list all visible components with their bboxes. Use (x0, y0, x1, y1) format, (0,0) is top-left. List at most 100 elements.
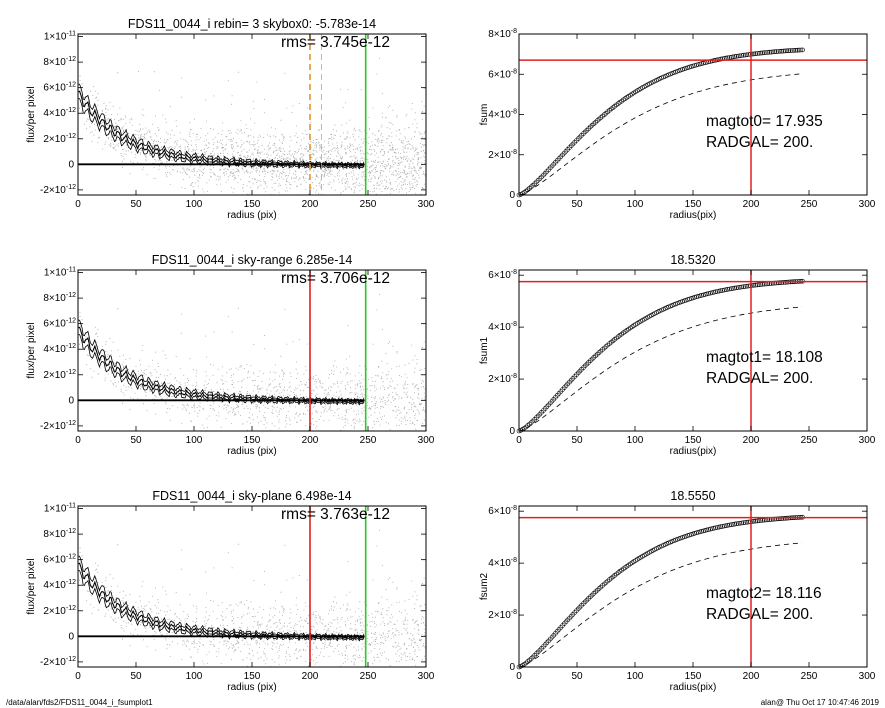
flux-point (718, 524, 724, 530)
x-tick-label: 100 (627, 671, 644, 682)
flux-point (779, 280, 785, 285)
flux-point (777, 280, 783, 286)
x-tick-label: 250 (801, 671, 818, 682)
flux-point (711, 525, 717, 531)
x-tick-label: 300 (418, 671, 435, 682)
flux-point (774, 49, 779, 54)
y-tick-label: 0 (68, 159, 74, 170)
y-tick-mantissa: 8×10 (43, 529, 66, 540)
flux-point (755, 518, 760, 524)
flux-point (744, 519, 750, 525)
flux-point (723, 523, 729, 529)
y-tick-label: 8×10-12 (43, 56, 76, 68)
y-tick-mantissa: 6×10 (488, 69, 511, 80)
y-tick-exponent: -8 (511, 109, 517, 116)
y-axis-label: flux/per pixel (26, 86, 37, 142)
flux-point (756, 282, 762, 288)
flux-point (695, 62, 701, 67)
flux-point (782, 48, 788, 54)
y-tick-mantissa: 6×10 (488, 270, 511, 281)
y-tick-exponent: -11 (66, 31, 76, 38)
flux-point (755, 282, 760, 288)
flux-point (706, 527, 712, 532)
y-tick-exponent: -8 (511, 505, 517, 512)
profile-mean-line (78, 90, 365, 169)
x-tick-label: 50 (130, 671, 142, 682)
dashed-curve (518, 542, 803, 668)
flux-point (739, 284, 745, 290)
flux-point (796, 47, 802, 53)
y-tick-label: 6×10-8 (488, 505, 517, 517)
y-tick-label: 0 (509, 662, 515, 673)
flux-point (709, 290, 715, 296)
flux-point (737, 53, 743, 59)
magtot-label: magtot1= 18.108 (706, 349, 823, 366)
flux-point (704, 291, 710, 297)
flux-point (727, 286, 732, 292)
flux-point (742, 520, 748, 525)
x-tick-label: 100 (186, 435, 203, 446)
x-tick-label: 300 (859, 199, 876, 210)
y-tick-exponent: -12 (66, 184, 76, 191)
y-tick-exponent: -8 (511, 149, 517, 156)
plot-frame (77, 505, 427, 668)
flux-point (784, 48, 790, 54)
x-tick-label: 150 (685, 435, 702, 446)
flux-point (737, 284, 743, 290)
x-tick-label: 100 (627, 435, 644, 446)
flux-point (708, 59, 713, 64)
flux-point (725, 522, 731, 528)
y-tick-mantissa: 2×10 (43, 370, 66, 381)
flux-point (749, 283, 755, 288)
x-tick-label: 0 (75, 199, 81, 210)
y-tick-exponent: -12 (66, 292, 76, 299)
flux-point (765, 50, 771, 55)
flux-point (756, 518, 762, 524)
y-tick-mantissa: 0 (68, 159, 74, 170)
y-tick-label: 0 (509, 426, 515, 437)
flux-point (742, 284, 748, 289)
y-axis-label: flux/per pixel (26, 322, 37, 378)
y-tick-mantissa: 4×10 (43, 344, 66, 355)
flux-point (732, 521, 738, 527)
flux-point (723, 287, 729, 293)
profile-mean-line (78, 326, 365, 405)
flux-point (768, 49, 774, 55)
flux-point (758, 50, 764, 56)
footer-path: /data/alan/fds2/FDS11_0044_i_fsumplot1 (6, 698, 153, 707)
y-tick-label: 0 (68, 395, 74, 406)
x-tick-label: 250 (801, 435, 818, 446)
y-tick-label: 4×10-8 (488, 109, 517, 121)
footer-timestamp: alan@ Thu Oct 17 10:47:46 2019 (761, 698, 880, 707)
flux-point (735, 285, 741, 290)
flux-point (734, 285, 739, 291)
y-tick-label: 8×10-12 (43, 292, 76, 304)
y-tick-mantissa: 2×10 (43, 134, 66, 145)
flux-point (775, 280, 781, 286)
y-tick-label: 8×10-8 (488, 28, 517, 40)
flux-point (735, 521, 741, 526)
y-tick-exponent: -8 (511, 557, 517, 564)
y-tick-mantissa: 2×10 (488, 150, 511, 161)
dashed-curve (518, 306, 803, 432)
y-tick-mantissa: 4×10 (43, 580, 66, 591)
x-axis-label: radius(pix) (670, 210, 717, 221)
radgal-label: RADGAL= 200. (706, 370, 813, 387)
panel-4: 0 50 100 150 200 250 30002×10-84×10-86×10-8rad… (479, 253, 876, 457)
y-tick-mantissa: 0 (509, 190, 515, 201)
y-tick-exponent: -12 (66, 579, 76, 586)
flux-point (798, 47, 804, 53)
flux-point (786, 48, 792, 54)
x-tick-label: 300 (859, 671, 876, 682)
y-tick-exponent: -12 (66, 554, 76, 561)
radgal-label: RADGAL= 200. (706, 134, 813, 151)
x-axis-label: radius(pix) (670, 682, 717, 693)
flux-point (709, 526, 715, 532)
y-tick-mantissa: 0 (509, 426, 515, 437)
flux-point (728, 286, 734, 292)
y-tick-mantissa: 6×10 (43, 319, 66, 330)
flux-point (699, 292, 705, 298)
x-tick-label: 50 (130, 435, 142, 446)
flux-point (706, 291, 712, 296)
x-axis-label: radius (pix) (227, 210, 276, 221)
